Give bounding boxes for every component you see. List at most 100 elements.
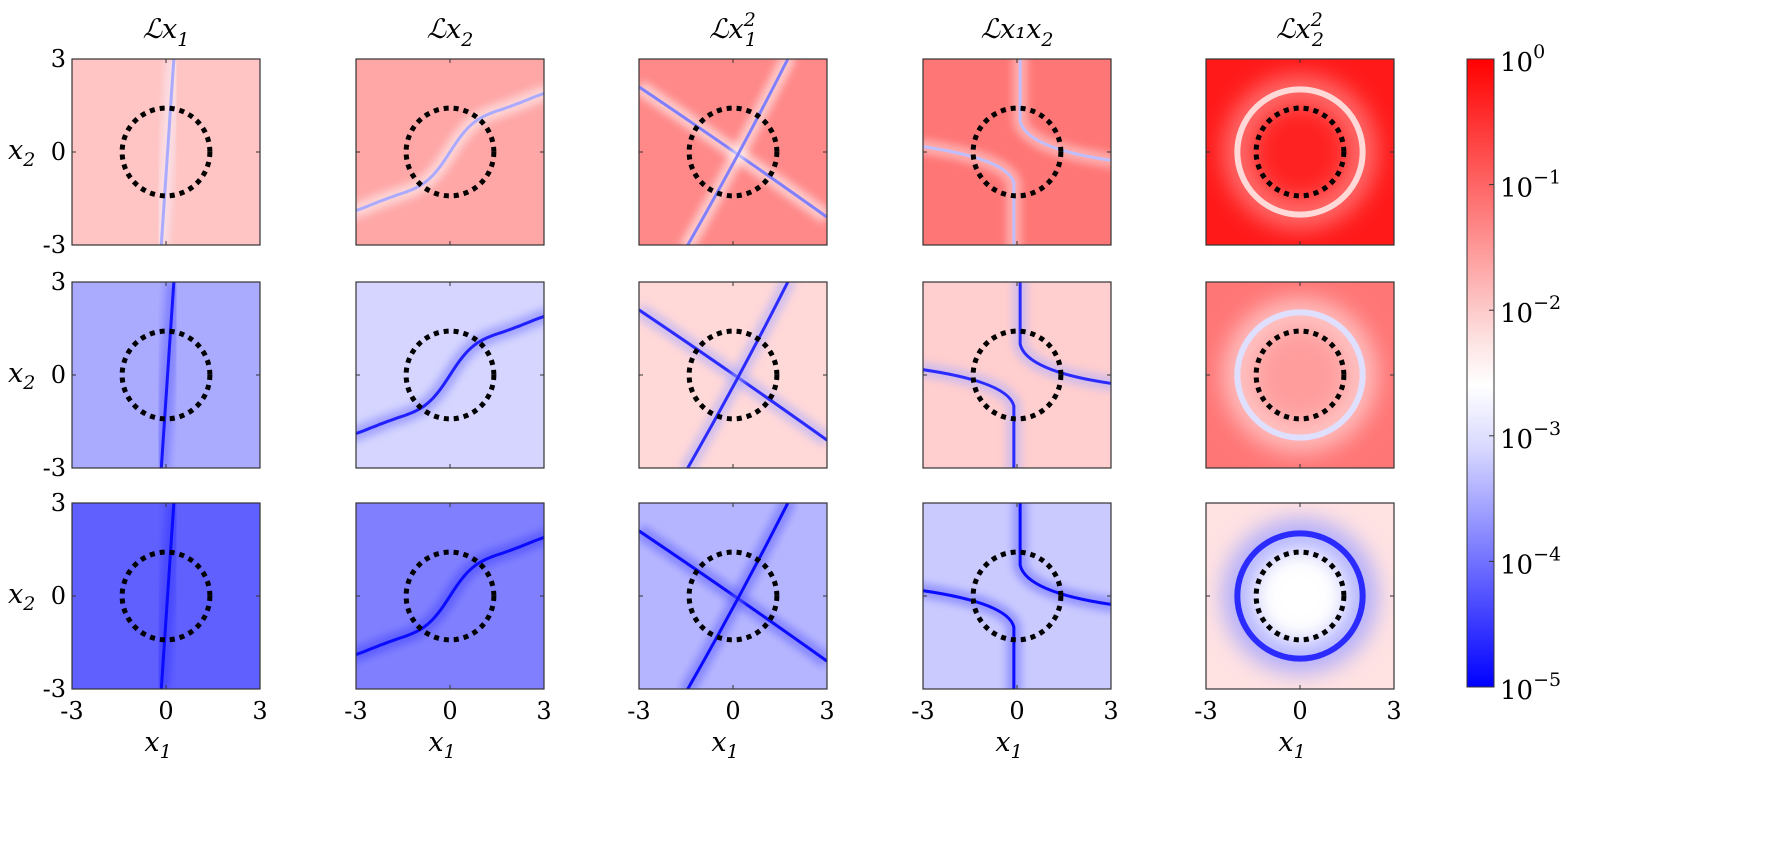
reference-circle [119, 105, 213, 199]
reference-circle [1253, 328, 1347, 422]
x-axis-label: x1 [144, 727, 171, 763]
colorbar-tick-label: 10−4 [1500, 543, 1561, 580]
valley-curve [686, 503, 790, 689]
valley-curve [639, 308, 827, 442]
valley-curve [159, 503, 176, 689]
x-tick-label: -3 [1194, 697, 1217, 725]
reference-circle [970, 549, 1064, 643]
y-axis-label: x2 [8, 579, 35, 615]
column-title: ℒx1 [143, 14, 190, 51]
reference-circle [403, 105, 497, 199]
panel-r2-c2 [355, 281, 545, 469]
x-tick-label: 0 [158, 697, 173, 725]
panel-r3-c3 [638, 502, 828, 690]
panel-r3-c5 [1205, 502, 1395, 690]
valley-ring [1234, 530, 1366, 662]
x-axis-label: x1 [711, 727, 738, 763]
y-tick-label: 3 [51, 45, 66, 73]
reference-circle [119, 328, 213, 422]
axis-labels: 3 0 -3 x2 3 0 -3 x2 3 0 -3 x2 -3 0 3 x1 -3 0 3 x1 -3 0 3 x1 -3 0 3… [8, 45, 1402, 763]
valley-curve [159, 59, 176, 245]
y-tick-label: 3 [51, 489, 66, 517]
y-tick-label: 3 [51, 268, 66, 296]
x-tick-label: 3 [1103, 697, 1118, 725]
valley-curve [686, 282, 790, 468]
panel-r1-c4 [922, 58, 1112, 246]
reference-circle [403, 328, 497, 422]
valley-curve [923, 589, 1016, 689]
y-axis-label: x2 [8, 358, 35, 394]
x-axis-label: x1 [428, 727, 455, 763]
panel-r2-c4 [922, 281, 1112, 469]
x-tick-label: 0 [1292, 697, 1307, 725]
reference-circle [686, 105, 780, 199]
reference-circle [970, 105, 1064, 199]
y-tick-label: 0 [51, 582, 66, 610]
panel-r1-c2 [355, 58, 545, 246]
panel-r3-c2 [355, 502, 545, 690]
valley-curve [639, 529, 827, 663]
reference-circle [1253, 105, 1347, 199]
x-axis-label: x1 [1278, 727, 1305, 763]
colorbar-tick-label: 10−2 [1500, 292, 1561, 329]
reference-circle [970, 328, 1064, 422]
valley-curve [639, 85, 827, 219]
y-axis-label: x2 [8, 135, 35, 171]
colorbar: 100 10−1 10−2 10−3 10−4 10−5 [1466, 41, 1561, 706]
valley-curve [356, 314, 544, 436]
colorbar-tick-label: 10−3 [1500, 418, 1561, 455]
column-title: ℒx2 [427, 14, 474, 51]
column-title: ℒx2 2 [1276, 9, 1324, 51]
column-title: ℒx2 1 [709, 9, 757, 51]
reference-circle [1253, 549, 1347, 643]
x-tick-label: -3 [627, 697, 650, 725]
valley-curve [1018, 503, 1111, 606]
x-tick-label: -3 [344, 697, 367, 725]
panel-r2-c1 [71, 281, 261, 469]
y-tick-label: 0 [51, 361, 66, 389]
x-axis-label: x1 [995, 727, 1022, 763]
reference-circle [686, 328, 780, 422]
reference-circle [403, 549, 497, 643]
valley-curve [686, 59, 790, 245]
panel-r1-c3 [638, 58, 828, 246]
valley-curve [923, 145, 1016, 245]
colorbar-tick-label: 10−1 [1500, 167, 1561, 204]
x-tick-label: 3 [819, 697, 834, 725]
valley-curve [923, 368, 1016, 468]
valley-curve [356, 91, 544, 213]
reference-circle [119, 549, 213, 643]
panel-r3-c1 [71, 502, 261, 690]
y-tick-label: -3 [43, 454, 66, 482]
valley-ring [1234, 86, 1366, 218]
x-tick-label: 0 [442, 697, 457, 725]
colorbar-tick-label: 10−5 [1500, 669, 1561, 706]
valley-curve [1018, 282, 1111, 385]
panel-grid [71, 58, 1395, 690]
valley-curve [159, 282, 176, 468]
column-titles: ℒx1 ℒx2 ℒx2 1 ℒx₁x2 ℒx2 2 [143, 9, 1324, 51]
x-tick-label: 3 [252, 697, 267, 725]
y-tick-label: -3 [43, 231, 66, 259]
x-tick-label: 0 [725, 697, 740, 725]
y-tick-label: -3 [43, 675, 66, 703]
panel-r2-c5 [1205, 281, 1395, 469]
panel-r1-c5 [1205, 58, 1395, 246]
y-tick-label: 0 [51, 138, 66, 166]
x-tick-label: -3 [60, 697, 83, 725]
colorbar-tick-label: 100 [1500, 41, 1545, 78]
panel-r3-c4 [922, 502, 1112, 690]
valley-curve [1018, 59, 1111, 162]
x-tick-label: 0 [1009, 697, 1024, 725]
colorbar-gradient [1466, 58, 1495, 688]
reference-circle [686, 549, 780, 643]
x-tick-label: 3 [536, 697, 551, 725]
valley-curve [356, 535, 544, 657]
x-tick-label: 3 [1386, 697, 1401, 725]
valley-ring [1234, 309, 1366, 441]
panel-r1-c1 [71, 58, 261, 246]
column-title: ℒx₁x2 [981, 14, 1054, 51]
x-tick-label: -3 [911, 697, 934, 725]
panel-r2-c3 [638, 281, 828, 469]
